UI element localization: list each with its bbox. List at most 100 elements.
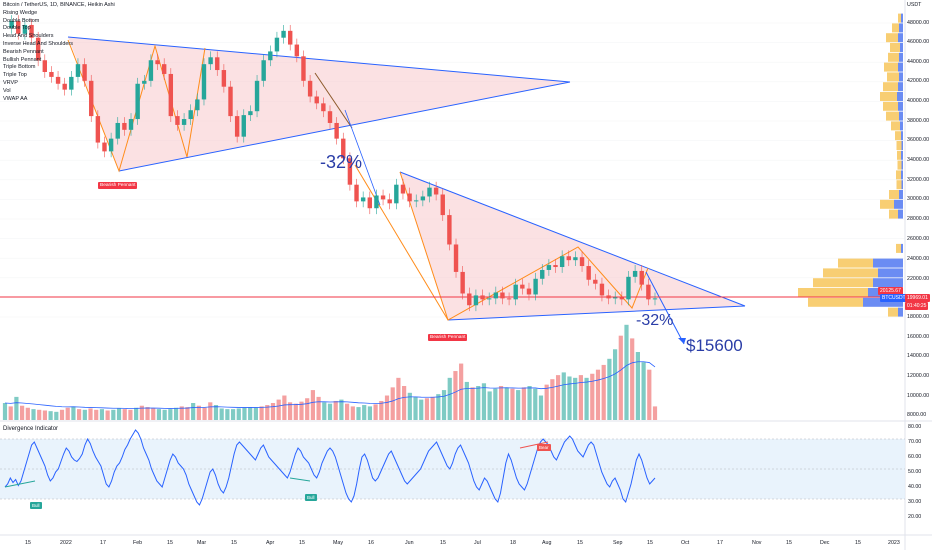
- osc-bear-label: Bear: [537, 444, 551, 451]
- candle-body: [248, 111, 253, 116]
- leg-line-1: [314, 72, 353, 129]
- candle-body: [307, 80, 313, 97]
- vrvp-bar-down: [895, 131, 901, 141]
- candle-body: [546, 265, 552, 270]
- vrvp-bar-up: [901, 131, 903, 141]
- candle-body: [619, 297, 625, 300]
- vrvp-bar-up: [898, 33, 903, 43]
- price-tick: 46000.00: [907, 39, 930, 45]
- candle-body: [467, 293, 472, 306]
- osc-bull-label-1: Bull: [30, 502, 42, 509]
- volume-bar: [191, 403, 196, 420]
- volume-bar: [88, 408, 93, 420]
- candle-body: [513, 284, 518, 300]
- candle-body: [201, 64, 207, 100]
- legend-item[interactable]: Vol: [3, 87, 11, 94]
- osc-divergence-bull-1: [4, 480, 36, 488]
- volume-bar: [276, 399, 281, 420]
- legend-item[interactable]: VRVP: [3, 79, 18, 86]
- vrvp-bar-down: [897, 160, 902, 170]
- volume-bar: [20, 405, 25, 420]
- vrvp-bar-down: [896, 243, 901, 253]
- candle-body: [208, 57, 213, 65]
- volume-bar: [162, 409, 167, 420]
- legend-item[interactable]: Inverse Head And Shoulders: [3, 40, 74, 47]
- legend-item[interactable]: Triple Top: [3, 72, 27, 79]
- volume-bar: [145, 407, 150, 420]
- volume-bar: [37, 409, 42, 420]
- time-tick: 2023: [888, 540, 900, 546]
- legend-item[interactable]: Double Bottom: [3, 17, 40, 24]
- volume-bar: [270, 403, 276, 420]
- time-tick: 15: [25, 540, 31, 546]
- volume-bar: [521, 387, 526, 420]
- volume-bar: [555, 375, 561, 420]
- candle-body: [500, 292, 505, 299]
- pennant-label-2: Bearish Pennant: [428, 334, 468, 341]
- volume-bar: [345, 403, 350, 420]
- candle-body: [234, 116, 240, 137]
- legend-item[interactable]: VWAP AA: [3, 95, 28, 102]
- candle-body: [175, 116, 180, 125]
- legend-item[interactable]: Double Top: [3, 25, 31, 32]
- volume-bar: [641, 362, 646, 420]
- volume-ma-line: [4, 361, 656, 409]
- volume-bar: [407, 392, 412, 420]
- volume-bar: [42, 410, 48, 420]
- volume-bar: [122, 409, 127, 420]
- legend-item[interactable]: Rising Wedge: [3, 9, 38, 16]
- volume-bar: [14, 396, 19, 420]
- volume-bar: [168, 409, 173, 420]
- candle-body: [559, 256, 565, 268]
- volume-bar: [584, 377, 589, 420]
- candle-body: [613, 297, 618, 299]
- volume-bar: [550, 379, 555, 420]
- candle-body: [380, 195, 386, 200]
- volume-bar: [578, 375, 583, 420]
- candle-body: [639, 270, 644, 285]
- volume-bar: [293, 403, 298, 420]
- legend-item[interactable]: Triple Bottom: [3, 64, 36, 71]
- volume-bar: [54, 411, 59, 420]
- legend-item[interactable]: Bullish Pennant: [3, 56, 42, 63]
- osc-tick: 60.00: [908, 454, 922, 460]
- candle-body: [281, 30, 286, 38]
- currency-label: USDT: [907, 2, 922, 8]
- volume-bar: [173, 407, 179, 420]
- legend-item[interactable]: Head And Shoulders: [3, 33, 54, 40]
- volume-bar: [481, 383, 487, 420]
- legend-item[interactable]: Bearish Pennant: [3, 48, 44, 55]
- volume-bar: [265, 405, 270, 420]
- volume-bar: [48, 411, 53, 420]
- candle-body: [35, 37, 41, 61]
- candle-body: [533, 278, 538, 295]
- volume-tick: 14000.00: [907, 353, 930, 359]
- vrvp-bar-up: [898, 82, 903, 92]
- osc-tick: 70.00: [908, 439, 922, 445]
- time-tick: Mar: [197, 540, 207, 546]
- candle-body: [407, 193, 412, 202]
- candle-body: [506, 298, 512, 300]
- volume-bar: [630, 338, 635, 420]
- pennant-label-1: Bearish Pennant: [98, 182, 138, 189]
- time-tick: 16: [368, 540, 374, 546]
- vrvp-bar-up: [898, 307, 903, 317]
- vrvp-bar-down: [823, 268, 878, 278]
- pennant-1-lower-line: [118, 81, 571, 172]
- volume-bar: [71, 406, 76, 420]
- candle-body: [433, 187, 439, 195]
- candle-body: [241, 115, 246, 137]
- candle-body: [142, 80, 147, 84]
- volume-bar: [367, 406, 373, 420]
- volume-bar: [573, 377, 578, 420]
- volume-bar: [459, 363, 464, 420]
- time-tick: Nov: [752, 540, 762, 546]
- volume-bar: [516, 390, 521, 420]
- candle-body: [394, 184, 399, 204]
- candle-body: [493, 292, 499, 299]
- candle-body: [161, 64, 167, 74]
- vrvp-bar-up: [899, 23, 903, 33]
- countdown-tag: 01:40:25: [905, 302, 929, 310]
- price-tick: 24000.00: [907, 256, 930, 262]
- time-tick: Aug: [542, 540, 552, 546]
